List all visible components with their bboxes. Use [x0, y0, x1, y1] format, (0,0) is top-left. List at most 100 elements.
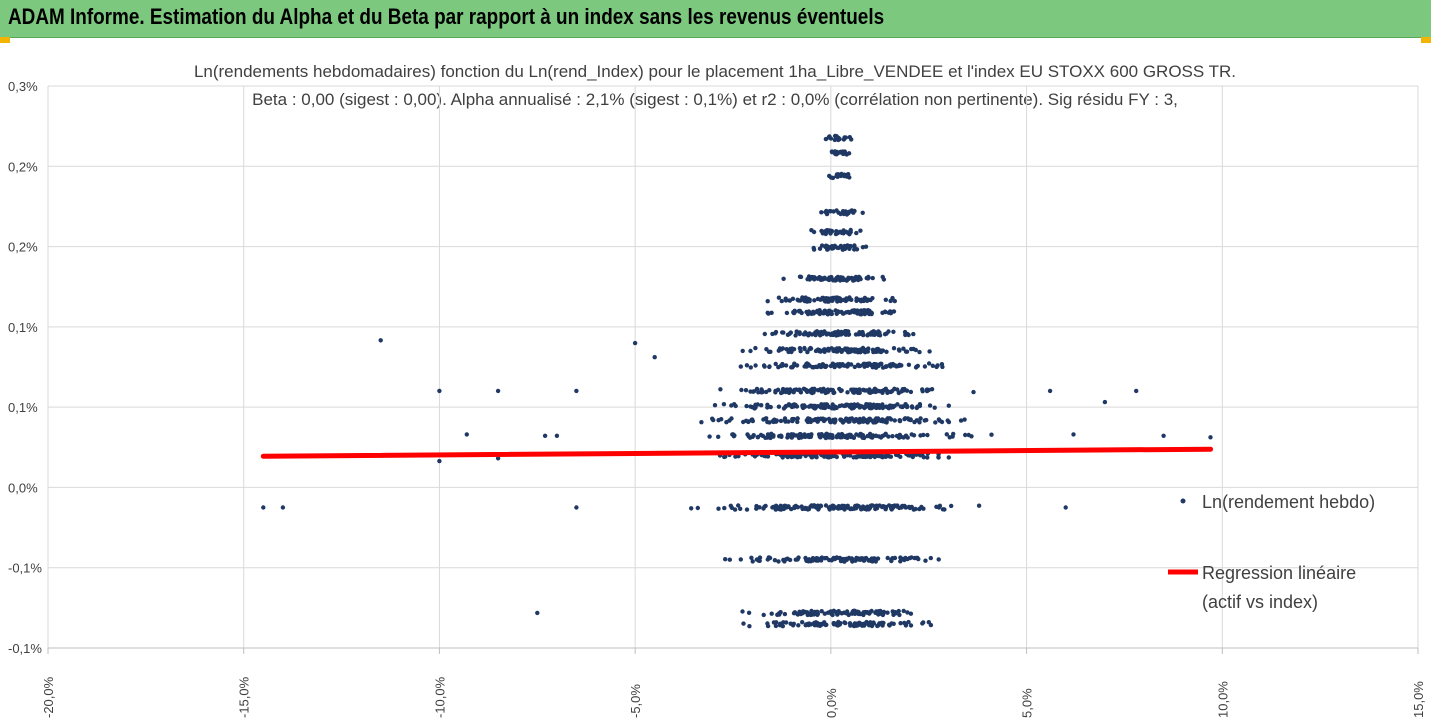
scatter-point	[695, 505, 700, 511]
scatter-point	[836, 309, 841, 315]
scatter-point	[856, 277, 861, 283]
scatter-point	[881, 404, 886, 410]
scatter-point	[930, 363, 935, 368]
scatter-point	[926, 361, 932, 366]
scatter-point	[863, 404, 868, 410]
scatter-point	[887, 623, 892, 628]
scatter-point	[863, 454, 868, 460]
scatter-point	[712, 403, 718, 408]
scatter-point	[866, 275, 871, 280]
scatter-point	[778, 503, 783, 508]
scatter-point	[836, 135, 841, 141]
scatter-point	[728, 503, 733, 508]
scatter-point	[899, 434, 904, 439]
scatter-point	[847, 246, 852, 251]
scatter-point	[766, 349, 772, 354]
scatter-point	[733, 454, 738, 459]
scatter-point	[969, 434, 974, 439]
scatter-point	[749, 555, 754, 560]
scatter-point	[872, 557, 877, 562]
scatter-point	[774, 620, 779, 625]
scatter-point	[815, 621, 820, 626]
chart-legend: Ln(rendement hebdo) Regression linéaire (a…	[1168, 492, 1375, 612]
scatter-point	[743, 418, 749, 423]
scatter-point	[897, 505, 902, 511]
scatter-point	[786, 419, 791, 424]
scatter-point	[761, 612, 766, 618]
scatter-point	[815, 276, 820, 281]
y-tick-label: 0,0%	[8, 480, 38, 495]
x-tick-label: 0,0%	[824, 688, 839, 718]
scatter-point	[822, 308, 827, 313]
scatter-point	[874, 416, 879, 421]
scatter-point	[812, 277, 817, 282]
scatter-point	[729, 416, 734, 421]
scatter-point	[765, 402, 770, 407]
scatter-point	[858, 228, 863, 233]
scatter-point	[883, 418, 888, 423]
scatter-point	[757, 558, 762, 563]
scatter-point	[788, 387, 793, 392]
scatter-point	[802, 346, 807, 352]
scatter-point	[773, 623, 779, 629]
scatter-point	[827, 504, 833, 510]
scatter-point	[822, 364, 827, 369]
scatter-point	[852, 245, 857, 250]
scatter-point	[917, 420, 922, 425]
scatter-point	[739, 387, 744, 393]
scatter-point	[805, 277, 810, 282]
scatter-point	[437, 458, 442, 464]
scatter-point	[803, 506, 808, 511]
scatter-point	[261, 505, 266, 510]
scatter-point	[789, 506, 794, 512]
scatter-point	[916, 556, 921, 562]
x-tick-label: 10,0%	[1215, 681, 1230, 718]
scatter-point	[793, 557, 798, 562]
scatter-point	[889, 403, 895, 409]
scatter-point	[917, 506, 922, 512]
scatter-point	[835, 230, 841, 235]
scatter-point	[963, 432, 968, 438]
scatter-point	[830, 387, 835, 393]
scatter-point	[870, 365, 875, 370]
scatter-point	[752, 405, 757, 410]
scatter-point	[797, 274, 803, 279]
scatter-point	[834, 331, 839, 336]
scatter-point	[822, 556, 828, 561]
scatter-point	[937, 503, 943, 508]
scatter-point	[812, 387, 817, 392]
scatter-point	[789, 365, 794, 370]
scatter-point	[826, 277, 832, 283]
scatter-point	[911, 331, 916, 337]
scatter-point	[724, 420, 729, 425]
scatter-point	[574, 505, 579, 510]
scatter-point	[917, 403, 923, 409]
scatter-point	[836, 506, 841, 511]
scatter-point	[759, 390, 764, 395]
scatter-point	[806, 331, 811, 337]
scatter-point	[652, 355, 657, 360]
scatter-point	[750, 417, 755, 422]
scatter-point	[786, 403, 791, 408]
scatter-point	[922, 364, 928, 369]
scatter-point	[790, 418, 795, 424]
scatter-point	[727, 557, 732, 562]
scatter-point	[831, 347, 837, 352]
scatter-point	[716, 434, 721, 439]
scatter-point	[989, 432, 994, 437]
scatter-point	[927, 403, 933, 408]
scatter-point	[782, 611, 788, 617]
scatter-point	[840, 348, 845, 353]
x-tick-label: 15,0%	[1411, 681, 1426, 718]
scatter-points	[261, 133, 1213, 629]
scatter-point	[897, 418, 902, 423]
scatter-point	[854, 310, 860, 316]
scatter-point	[976, 503, 982, 508]
scatter-point	[878, 418, 884, 423]
scatter-point	[819, 210, 824, 215]
scatter-point	[806, 557, 812, 562]
scatter-point	[895, 402, 900, 407]
scatter-point	[755, 435, 760, 440]
scatter-point	[842, 434, 847, 439]
scatter-point	[791, 402, 796, 407]
